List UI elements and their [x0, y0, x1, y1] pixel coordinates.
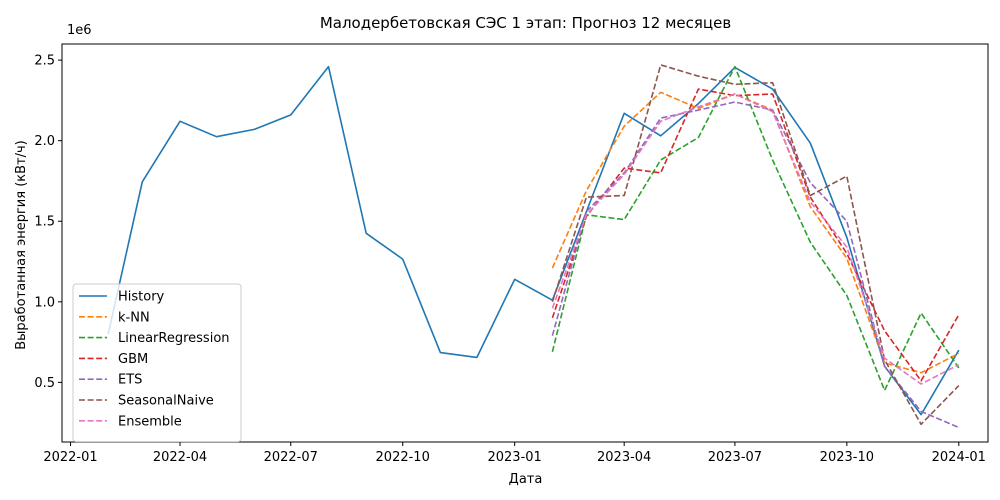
y-tick-label: 0.5 [34, 376, 55, 391]
y-tick-label: 2.5 [34, 54, 55, 69]
legend-label: GBM [118, 352, 148, 367]
series-line-ets [551, 101, 960, 429]
x-tick-label: 2022-07 [264, 450, 318, 465]
x-tick-label: 2023-07 [708, 450, 762, 465]
x-tick-label: 2023-04 [597, 450, 651, 465]
y-tick-label: 1.5 [34, 215, 55, 230]
x-tick-label: 2022-04 [153, 450, 207, 465]
x-tick-label: 2022-01 [43, 450, 97, 465]
legend-label: History [118, 290, 165, 305]
legend-label: k-NN [118, 310, 150, 325]
series-line-seasonalnaive [551, 64, 960, 426]
axes-frame [61, 43, 989, 443]
x-tick-label: 2022-10 [376, 450, 430, 465]
series-line-linearregression [551, 65, 960, 392]
x-axis-label: Дата [509, 472, 543, 487]
chart-title: Малодербетовская СЭС 1 этап: Прогноз 12 … [320, 14, 731, 32]
legend-label: SeasonalNaive [118, 394, 214, 409]
legend: History k-NN LinearRegression GBM ETS Seasona… [72, 283, 242, 443]
legend-label: ETS [118, 373, 142, 388]
y-axis-label: Выработанная энергия (кВт/ч) [14, 140, 29, 350]
y-offset-label: 1e6 [67, 23, 92, 38]
legend-box [72, 283, 242, 443]
y-tick-label: 2.0 [34, 134, 55, 149]
legend-label: LinearRegression [118, 331, 230, 346]
series-line-ensemble [551, 93, 960, 385]
x-tick-label: 2024-01 [932, 450, 986, 465]
x-tick-label: 2023-01 [487, 450, 541, 465]
y-tick-label: 1.0 [34, 295, 55, 310]
legend-label: Ensemble [118, 414, 182, 429]
series-line-history [107, 65, 960, 416]
x-tick-label: 2023-10 [820, 450, 874, 465]
plot-area: 2022-01 2022-04 2022-07 2022-10 2023-01 2023-… [34, 43, 989, 465]
series-line-gbm [551, 88, 960, 382]
series-group [107, 64, 960, 429]
